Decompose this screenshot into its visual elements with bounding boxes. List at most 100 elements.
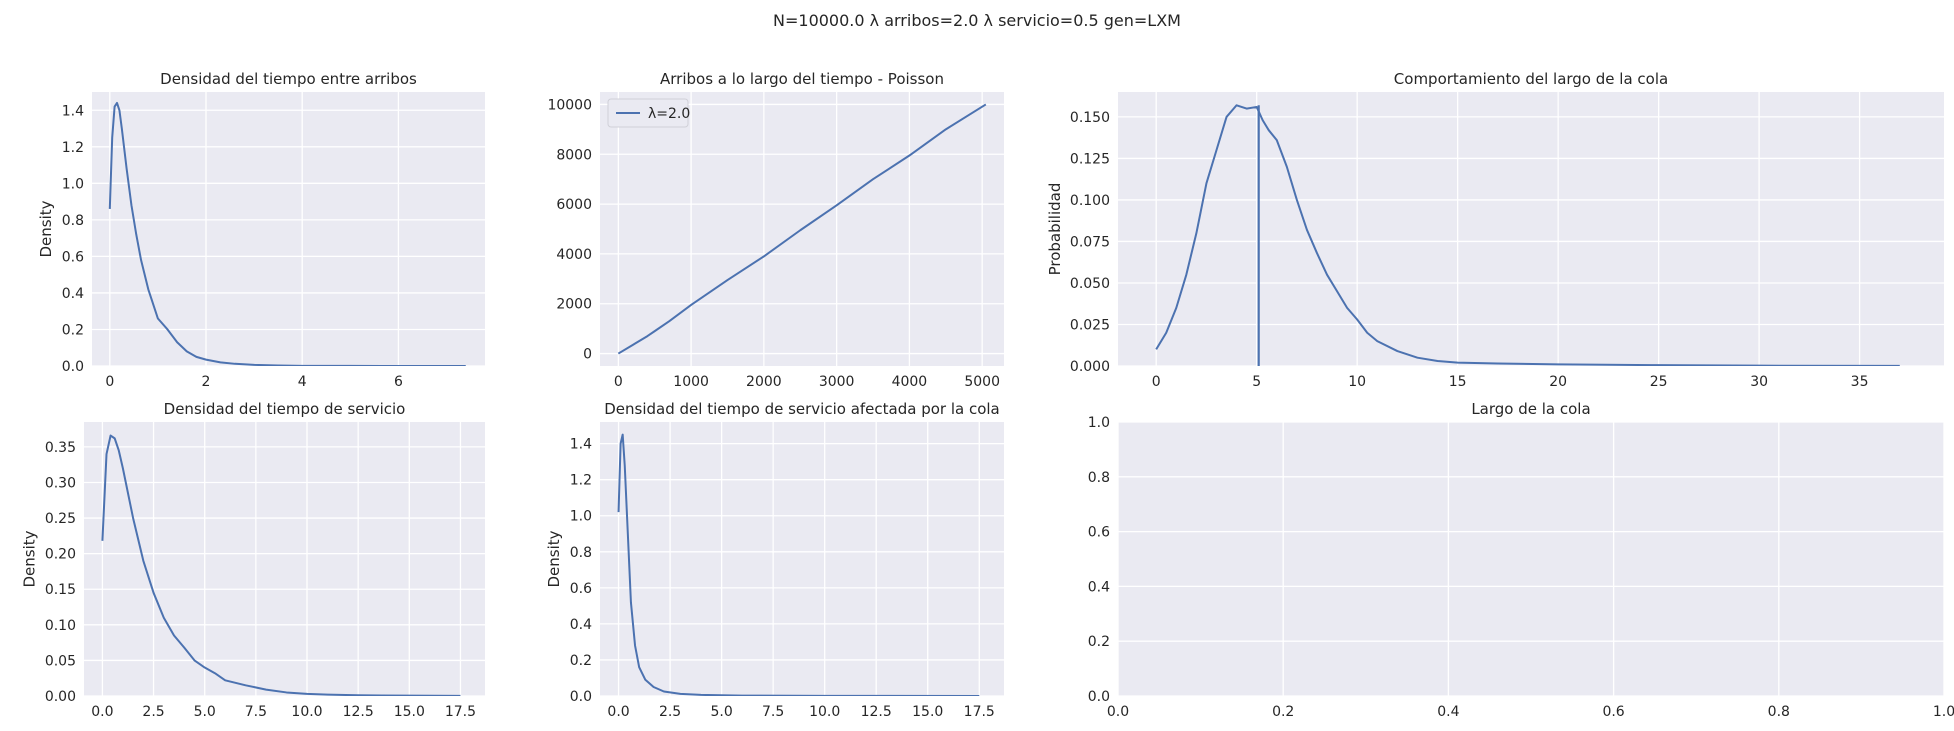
subplot-title: Densidad del tiempo de servicio <box>164 400 406 418</box>
x-tick-label: 15 <box>1449 374 1467 390</box>
y-tick-label: 0.0 <box>570 689 592 705</box>
x-tick-label: 2.5 <box>142 704 164 720</box>
plot-area <box>92 92 485 366</box>
y-tick-label: 0.6 <box>1088 525 1110 541</box>
x-tick-label: 2000 <box>746 374 782 390</box>
subplot-title: Densidad del tiempo entre arribos <box>160 70 417 88</box>
x-tick-label: 5.0 <box>710 704 732 720</box>
legend: λ=2.0 <box>607 98 690 128</box>
x-tick-label: 0 <box>1152 374 1161 390</box>
y-tick-label: 1.4 <box>62 103 84 119</box>
x-tick-label: 0.0 <box>607 704 629 720</box>
x-tick-label: 0.2 <box>1272 704 1294 720</box>
x-tick-label: 4000 <box>892 374 928 390</box>
y-tick-label: 0.0 <box>1088 689 1110 705</box>
x-tick-label: 2.5 <box>659 704 681 720</box>
x-tick-label: 0.0 <box>91 704 113 720</box>
y-axis-label: Density <box>545 530 563 587</box>
figure-suptitle: N=10000.0 λ arribos=2.0 λ servicio=0.5 g… <box>773 11 1181 30</box>
plot-area <box>1118 422 1944 696</box>
y-tick-label: 0.8 <box>1088 470 1110 486</box>
y-tick-label: 0.6 <box>570 581 592 597</box>
y-tick-label: 0.2 <box>1088 634 1110 650</box>
x-tick-label: 30 <box>1750 374 1768 390</box>
y-tick-label: 0.025 <box>1070 317 1110 333</box>
y-tick-label: 0.050 <box>1070 276 1110 292</box>
plot-area <box>84 422 485 696</box>
subplot-title: Densidad del tiempo de servicio afectada… <box>604 400 1000 418</box>
subplot-arribos: 0 1000 2000 3000 4000 5000 0 2000 4000 6000 8000 10… <box>547 70 1004 390</box>
x-tick-label: 7.5 <box>762 704 784 720</box>
y-tick-label: 0.10 <box>45 618 76 634</box>
y-tick-label: 0.15 <box>45 582 76 598</box>
x-tick-label: 5 <box>1252 374 1261 390</box>
x-tick-label: 10 <box>1348 374 1366 390</box>
x-tick-label: 0.0 <box>1107 704 1129 720</box>
y-tick-label: 0.30 <box>45 475 76 491</box>
subplot-title: Comportamiento del largo de la cola <box>1394 70 1668 88</box>
x-tick-label: 15.0 <box>912 704 943 720</box>
subplot-servicio: 0.0 2.5 5.0 7.5 10.0 12.5 15.0 17.5 0.00 0.05 0.10… <box>20 400 485 720</box>
y-tick-label: 0.4 <box>62 286 84 302</box>
series-line-0 <box>108 101 466 366</box>
x-tick-label: 15.0 <box>394 704 425 720</box>
subplot-title: Arribos a lo largo del tiempo - Poisson <box>660 70 944 88</box>
subplot-afectada: 0.0 2.5 5.0 7.5 10.0 12.5 15.0 17.5 0.0 0.2 0.4 0.6… <box>545 400 1004 720</box>
y-tick-label: 0.100 <box>1070 193 1110 209</box>
y-tick-label: 2000 <box>556 297 592 313</box>
x-tick-label: 0.6 <box>1602 704 1624 720</box>
x-tick-label: 4 <box>298 374 307 390</box>
y-tick-label: 0.8 <box>62 213 84 229</box>
y-tick-label: 6000 <box>556 197 592 213</box>
x-tick-label: 0.4 <box>1437 704 1459 720</box>
x-tick-label: 7.5 <box>245 704 267 720</box>
y-tick-label: 1.0 <box>1088 415 1110 431</box>
x-tick-label: 12.5 <box>343 704 374 720</box>
x-tick-label: 10.0 <box>291 704 322 720</box>
y-tick-label: 0.20 <box>45 547 76 563</box>
y-tick-label: 0.000 <box>1070 359 1110 375</box>
x-tick-label: 2 <box>202 374 211 390</box>
y-tick-label: 0.4 <box>570 617 592 633</box>
y-tick-label: 0.6 <box>62 249 84 265</box>
y-tick-label: 0.05 <box>45 653 76 669</box>
y-tick-label: 0.075 <box>1070 234 1110 250</box>
x-tick-label: 3000 <box>819 374 855 390</box>
x-tick-label: 5000 <box>964 374 1000 390</box>
y-tick-label: 1.4 <box>570 437 592 453</box>
x-tick-label: 17.5 <box>445 704 476 720</box>
series-line-0 <box>617 103 987 355</box>
x-tick-label: 35 <box>1851 374 1869 390</box>
y-tick-label: 0.35 <box>45 440 76 456</box>
y-tick-label: 1.0 <box>62 176 84 192</box>
y-tick-label: 0 <box>583 347 592 363</box>
y-tick-label: 0.25 <box>45 511 76 527</box>
subplot-grid: 0 2 4 6 0.0 0.2 0.4 0.6 0.8 1.0 1.2 1.4 Densidad del… <box>20 70 1954 720</box>
x-tick-label: 17.5 <box>964 704 995 720</box>
y-tick-label: 0.2 <box>570 653 592 669</box>
subplot-title: Largo de la cola <box>1471 400 1590 418</box>
y-axis-label: Probabilidad <box>1046 183 1064 276</box>
x-tick-label: 6 <box>394 374 403 390</box>
y-tick-label: 4000 <box>556 247 592 263</box>
plot-area <box>600 422 1004 696</box>
series-line-0 <box>1155 104 1900 366</box>
x-tick-label: 0 <box>614 374 623 390</box>
x-tick-label: 1000 <box>673 374 709 390</box>
y-tick-label: 8000 <box>556 147 592 163</box>
y-axis-label: Density <box>20 530 38 587</box>
x-tick-label: 25 <box>1650 374 1668 390</box>
x-tick-label: 12.5 <box>861 704 892 720</box>
y-tick-label: 1.2 <box>62 140 84 156</box>
legend-entry: λ=2.0 <box>648 106 690 122</box>
x-tick-label: 0 <box>105 374 114 390</box>
y-tick-label: 0.150 <box>1070 110 1110 126</box>
series-line-0 <box>617 433 980 696</box>
y-tick-label: 0.125 <box>1070 151 1110 167</box>
y-tick-label: 1.2 <box>570 473 592 489</box>
x-tick-label: 5.0 <box>194 704 216 720</box>
y-tick-label: 0.8 <box>570 545 592 561</box>
subplot-inter: 0 2 4 6 0.0 0.2 0.4 0.6 0.8 1.0 1.2 1.4 Densidad del… <box>37 70 485 390</box>
legend-box <box>607 98 689 128</box>
